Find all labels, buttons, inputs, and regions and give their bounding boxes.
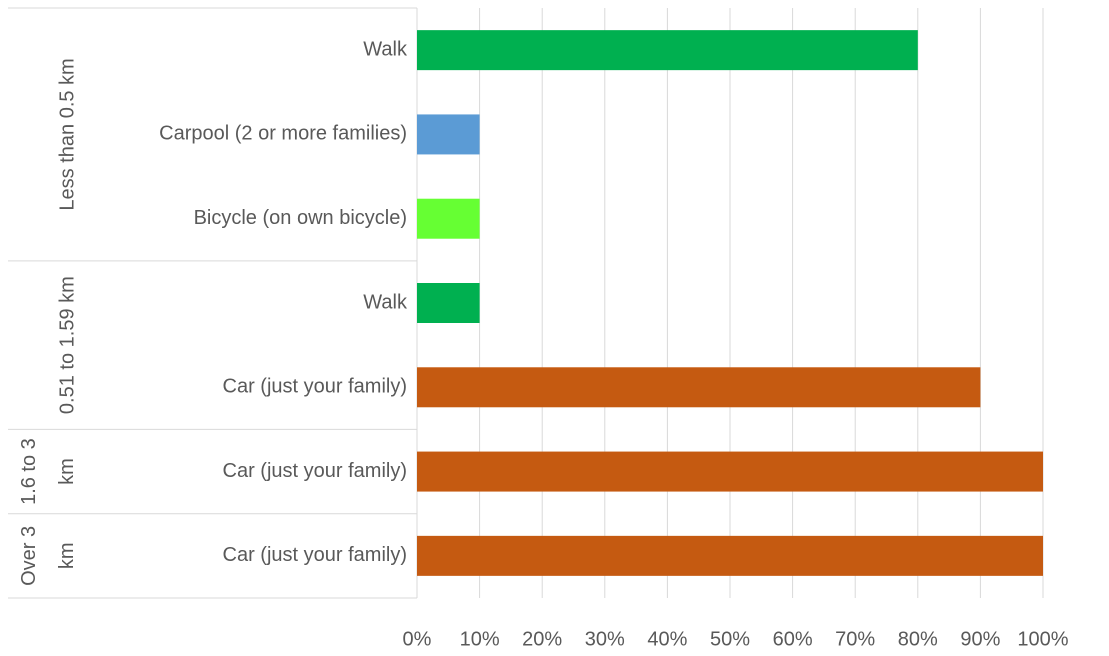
- group-label: 1.6 to 3 km: [18, 438, 78, 505]
- category-label: Bicycle (on own bicycle): [194, 207, 407, 229]
- bar: [417, 30, 918, 71]
- category-label: Walk: [363, 38, 408, 60]
- bar: [417, 198, 480, 239]
- category-label: Walk: [363, 291, 408, 313]
- bar: [417, 535, 1043, 576]
- bar: [417, 114, 480, 155]
- group-label: Over 3 km: [18, 526, 78, 586]
- x-tick-label: 0%: [403, 628, 432, 650]
- bar: [417, 283, 480, 323]
- x-tick-label: 60%: [773, 628, 813, 650]
- group-label-line: km: [56, 543, 78, 570]
- x-tick-label: 40%: [647, 628, 687, 650]
- category-label: Car (just your family): [223, 544, 407, 566]
- group-label-line: 1.6 to 3: [18, 438, 40, 505]
- category-label: Carpool (2 or more families): [159, 123, 407, 145]
- x-tick-label: 70%: [835, 628, 875, 650]
- x-tick-label: 30%: [585, 628, 625, 650]
- group-label: Less than 0.5 km: [56, 58, 78, 210]
- x-tick-label: 90%: [960, 628, 1000, 650]
- group-label: 0.51 to 1.59 km: [56, 276, 78, 414]
- category-label: Car (just your family): [223, 376, 407, 398]
- x-tick-label: 50%: [710, 628, 750, 650]
- bar: [417, 451, 1043, 492]
- bar: [417, 367, 981, 408]
- category-label: Car (just your family): [223, 460, 407, 482]
- x-tick-label: 20%: [522, 628, 562, 650]
- x-tick-label: 80%: [898, 628, 938, 650]
- x-tick-label: 100%: [1017, 628, 1068, 650]
- group-label-line: km: [56, 458, 78, 485]
- group-label-line: Over 3: [18, 526, 40, 586]
- x-tick-label: 10%: [460, 628, 500, 650]
